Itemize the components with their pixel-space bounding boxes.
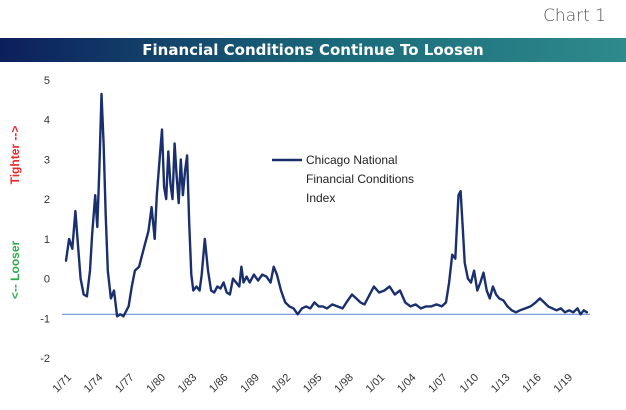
y-axis: 5 4 3 2 1 0 -1 -2 bbox=[40, 75, 50, 365]
x-tick-label: 1/04 bbox=[395, 372, 419, 396]
y-tick-label: 2 bbox=[44, 194, 50, 206]
x-tick-label: 1/71 bbox=[50, 372, 74, 396]
title-bar: Financial Conditions Continue To Loosen bbox=[0, 38, 626, 62]
looser-annotation: <-- Looser bbox=[8, 241, 22, 300]
legend-label-line: Financial Conditions bbox=[306, 172, 414, 186]
x-tick-label: 1/74 bbox=[82, 372, 106, 396]
x-tick-label: 1/01 bbox=[364, 372, 388, 396]
x-tick-label: 1/98 bbox=[332, 372, 356, 396]
tighter-annotation: Tighter --> bbox=[8, 126, 22, 185]
legend-label-line: Index bbox=[306, 191, 335, 205]
series-line bbox=[64, 92, 589, 318]
x-tick-label: 1/89 bbox=[238, 372, 262, 396]
y-tick-label: -2 bbox=[40, 353, 50, 365]
x-tick-label: 1/16 bbox=[520, 372, 544, 396]
legend: Chicago National Financial Conditions Inde… bbox=[272, 153, 414, 205]
x-tick-label: 1/19 bbox=[552, 372, 576, 396]
x-tick-label: 1/10 bbox=[458, 372, 482, 396]
x-tick-label: 1/86 bbox=[207, 372, 231, 396]
x-tick-label: 1/92 bbox=[270, 372, 294, 396]
y-tick-label: 0 bbox=[44, 274, 50, 286]
x-axis: 1/71 1/74 1/77 1/80 1/83 1/86 1/89 1/92 1/95 1/98… bbox=[50, 372, 575, 396]
x-tick-label: 1/83 bbox=[176, 372, 200, 396]
y-tick-label: 3 bbox=[44, 154, 50, 166]
chart-title: Financial Conditions Continue To Loosen bbox=[142, 41, 484, 59]
x-tick-label: 1/95 bbox=[301, 372, 325, 396]
legend-label: Chicago National Financial Conditions Inde… bbox=[306, 153, 414, 205]
x-tick-label: 1/07 bbox=[426, 372, 450, 396]
y-tick-label: -1 bbox=[40, 313, 50, 325]
chart-number: Chart 1 bbox=[543, 6, 606, 26]
x-tick-label: 1/13 bbox=[489, 372, 513, 396]
y-tick-label: 5 bbox=[44, 75, 50, 87]
y-tick-label: 4 bbox=[44, 115, 50, 127]
legend-label-line: Chicago National bbox=[306, 153, 397, 167]
x-tick-label: 1/77 bbox=[113, 372, 137, 396]
x-tick-label: 1/80 bbox=[144, 372, 168, 396]
y-tick-label: 1 bbox=[44, 234, 50, 246]
